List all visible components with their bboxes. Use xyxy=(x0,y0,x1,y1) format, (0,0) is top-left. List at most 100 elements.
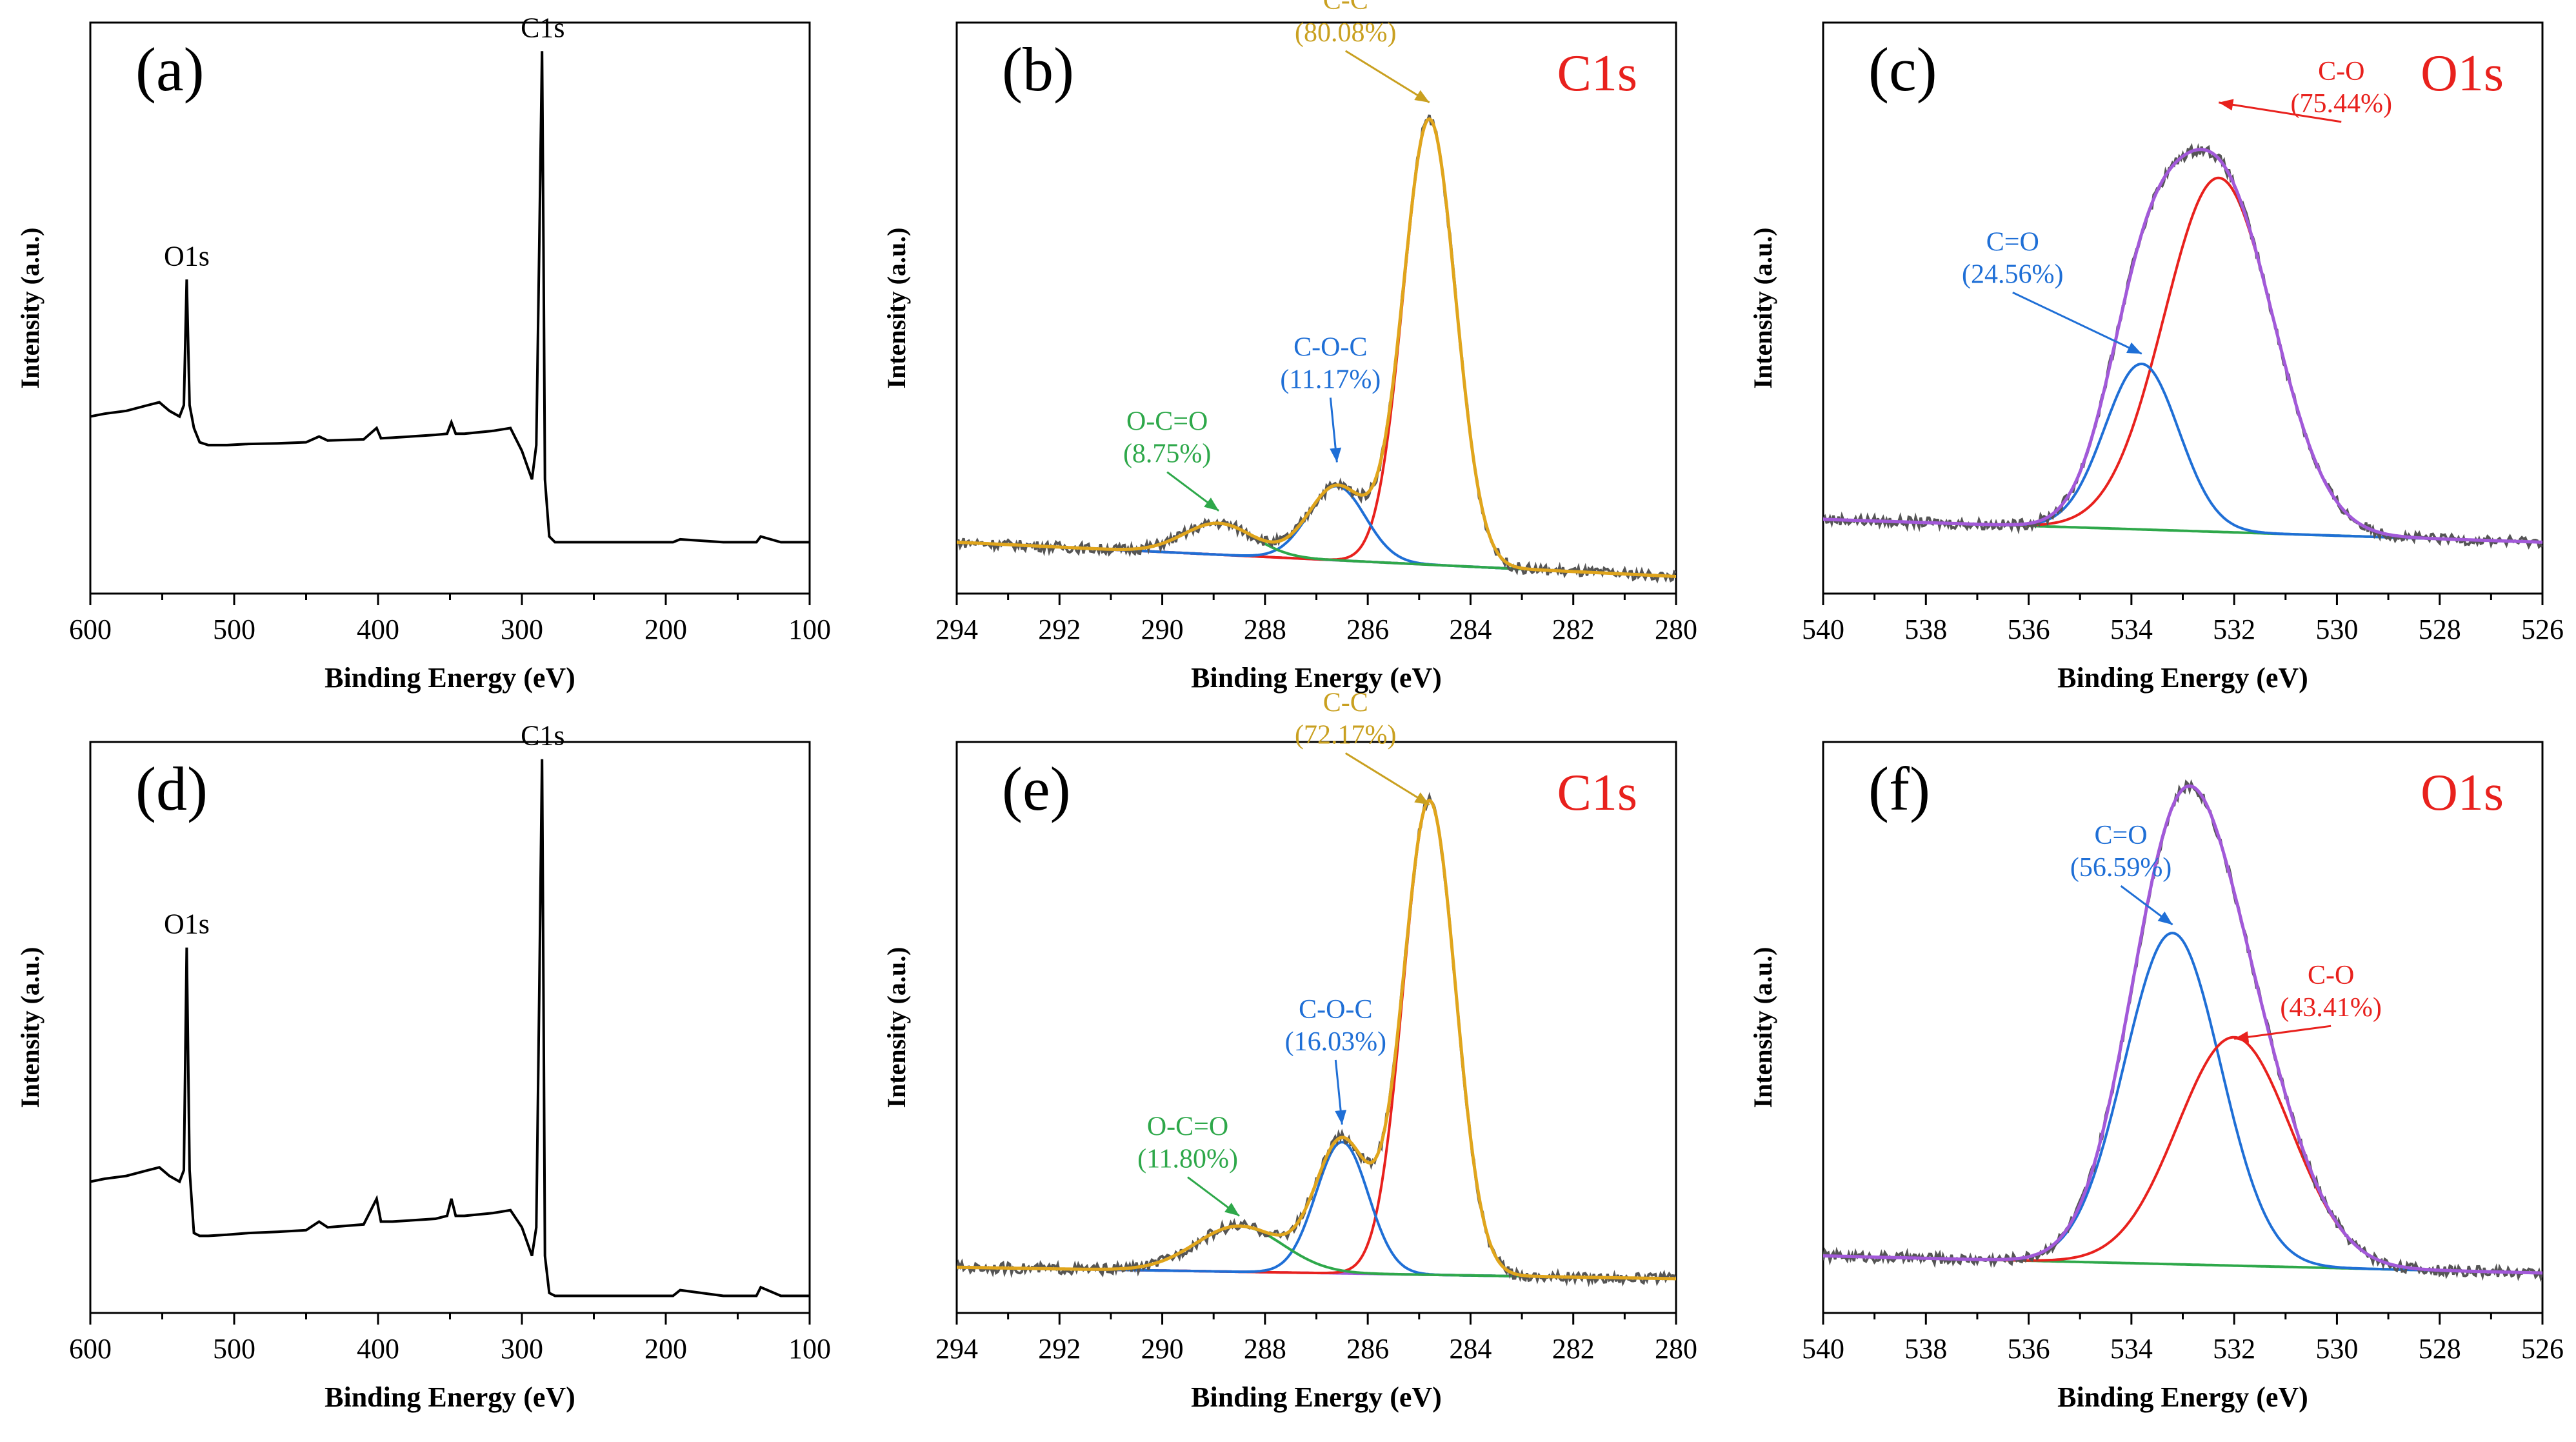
y-axis-label: Intensity (a.u.) xyxy=(1748,946,1777,1108)
plot-area xyxy=(1823,143,2542,550)
plot-area xyxy=(90,51,810,544)
survey-spectrum-line xyxy=(90,51,810,544)
annotation-arrow-line xyxy=(1344,752,1430,806)
annotation-c-c: C-C (72.17%) xyxy=(1295,688,1430,806)
x-axis-label: Binding Energy (eV) xyxy=(1191,662,1442,694)
y-axis-label: Intensity (a.u.) xyxy=(1748,227,1777,388)
annotation-arrow-line xyxy=(2219,101,2342,123)
annotation-c-o: C=O (56.59%) xyxy=(2070,821,2173,926)
y-axis-label: Intensity (a.u.) xyxy=(15,946,45,1108)
annotation-arrow-line xyxy=(2233,1025,2331,1040)
x-tick-label: 532 xyxy=(2213,1333,2255,1365)
annotation-o-c-o: O-C=O(8.75%) xyxy=(1123,407,1220,512)
chart-title: O1s xyxy=(2421,765,2504,821)
x-tick-label: 292 xyxy=(1038,614,1081,645)
panel-label: (a) xyxy=(135,35,205,104)
x-tick-label: 294 xyxy=(935,1333,978,1365)
raw-spectrum-line xyxy=(1823,143,2542,550)
x-tick-label: 290 xyxy=(1141,1333,1184,1365)
x-tick-label: 526 xyxy=(2521,1333,2564,1365)
x-tick-label: 500 xyxy=(213,614,255,645)
x-tick-label: 600 xyxy=(69,1333,112,1365)
x-tick-label: 200 xyxy=(644,1333,687,1365)
annotation-arrow-head xyxy=(1414,792,1430,805)
plot-area xyxy=(957,792,1676,1288)
x-tick-label: 280 xyxy=(1655,1333,1697,1365)
x-tick-label: 538 xyxy=(1904,614,1947,645)
x-tick-label: 530 xyxy=(2315,1333,2358,1365)
fit-envelope-line xyxy=(957,798,1676,1281)
annotation-percent: (56.59%) xyxy=(2070,853,2172,883)
panel-label: (e) xyxy=(1002,754,1071,823)
component-o-c-o-line xyxy=(957,522,1676,578)
plot-frame xyxy=(1822,741,2544,1314)
annotation-c-c: C-C (80.08%) xyxy=(1295,0,1430,104)
x-tick-label: 200 xyxy=(644,614,687,645)
plot-frame xyxy=(89,21,811,595)
x-tick-label: 532 xyxy=(2213,614,2255,645)
component-c-o-c-line xyxy=(957,1141,1676,1280)
annotation-c-o-c: C-O-C (11.17%) xyxy=(1280,332,1381,463)
annotation-name: C-O xyxy=(2308,961,2354,990)
annotation-arrow-head xyxy=(1330,447,1342,463)
fit-envelope-line xyxy=(957,117,1676,578)
annotation-arrow-head xyxy=(2126,342,2142,354)
plot-area xyxy=(90,759,810,1297)
annotation-percent: (72.17%) xyxy=(1295,720,1396,750)
x-axis-label: Binding Energy (eV) xyxy=(2057,662,2308,694)
x-tick-label: 538 xyxy=(1904,1333,1947,1365)
annotation-arrow-head xyxy=(2234,1031,2250,1043)
annotation-arrow-head xyxy=(1335,1110,1347,1125)
component-c-o-line xyxy=(1823,176,2542,544)
annotation-arrow-head xyxy=(1414,90,1430,103)
x-tick-label: 280 xyxy=(1655,614,1697,645)
plot-frame xyxy=(89,741,811,1314)
annotation-percent: (16.03%) xyxy=(1285,1027,1386,1057)
raw-spectrum-line xyxy=(957,114,1676,584)
survey-spectrum-line xyxy=(90,759,810,1297)
x-tick-label: 292 xyxy=(1038,1333,1081,1365)
x-tick-label: 290 xyxy=(1141,614,1184,645)
annotation-arrow-head xyxy=(2219,99,2234,111)
x-tick-label: 100 xyxy=(788,614,831,645)
panel-e: 294 292 290 288 286 284 282 280 Binding Energy (… xyxy=(882,688,1697,1413)
annotation-percent: (11.17%) xyxy=(1280,365,1381,394)
x-tick-label: 286 xyxy=(1346,1333,1389,1365)
x-tick-label: 284 xyxy=(1449,1333,1492,1365)
annotation-name: C-O-C xyxy=(1293,332,1367,362)
annotation-percent: (75.44%) xyxy=(2291,89,2392,119)
fit-envelope-line xyxy=(1823,784,2542,1275)
panel-label: (d) xyxy=(135,754,208,823)
fit-envelope-line xyxy=(1823,148,2542,544)
panel-b: 294 292 290 288 286 284 282 280 Binding Energy (… xyxy=(882,0,1697,694)
annotation-percent: (8.75%) xyxy=(1123,439,1211,469)
annotation-name: C-C xyxy=(1323,0,1368,15)
y-axis-label: Intensity (a.u.) xyxy=(882,227,911,388)
component-c-o-line xyxy=(1823,362,2542,544)
annotation-percent: (24.56%) xyxy=(1962,259,2063,289)
plot-frame xyxy=(1822,21,2544,595)
chart-title: C1s xyxy=(1557,765,1638,821)
x-axis-label: Binding Energy (eV) xyxy=(324,1381,575,1413)
annotation-arrow-head xyxy=(1224,1203,1240,1216)
x-axis-label: Binding Energy (eV) xyxy=(324,662,575,694)
x-tick-label: 540 xyxy=(1802,614,1844,645)
panel-d: 600 500 400 300 200 100 Binding Energy (eV) Int… xyxy=(15,720,831,1413)
x-tick-label: 300 xyxy=(501,614,543,645)
x-tick-label: 288 xyxy=(1244,1333,1286,1365)
x-tick-label: 100 xyxy=(788,1333,831,1365)
component-c-o-line xyxy=(1823,932,2542,1274)
panel-label: (b) xyxy=(1002,35,1074,104)
annotation-name: C-O xyxy=(2318,57,2364,86)
annotation-percent: (43.41%) xyxy=(2280,993,2381,1023)
x-tick-label: 500 xyxy=(213,1333,255,1365)
raw-spectrum-line xyxy=(1823,779,2542,1283)
x-tick-label: 400 xyxy=(357,614,399,645)
panel-label: (f) xyxy=(1868,754,1930,823)
x-axis-label: Binding Energy (eV) xyxy=(1191,1381,1442,1413)
plot-area xyxy=(957,114,1676,584)
x-tick-label: 282 xyxy=(1552,1333,1595,1365)
peak-label-c1s: C1s xyxy=(521,720,564,752)
annotation-arrow-head xyxy=(1204,497,1219,511)
